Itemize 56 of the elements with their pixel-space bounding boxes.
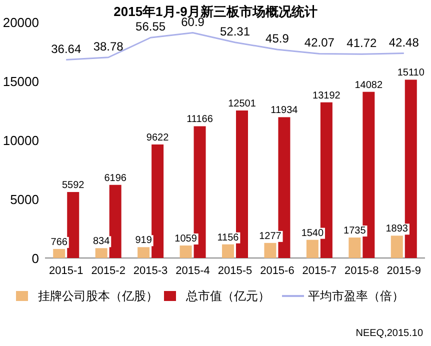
data-label: 42.48 — [388, 35, 420, 50]
data-label: 52.31 — [220, 24, 250, 38]
y-tick-label: 5000 — [10, 192, 39, 207]
label: 12501 — [227, 98, 258, 110]
data-label: 41.72 — [346, 36, 378, 50]
x-tick-label: 2015-7 — [302, 265, 337, 277]
bar — [67, 192, 80, 258]
bar — [152, 144, 164, 258]
label: 1277 — [258, 230, 283, 242]
label: 11934 — [270, 105, 300, 116]
x-tick-label: 2015-2 — [91, 265, 126, 277]
label: 11166 — [186, 114, 214, 126]
bar — [95, 248, 108, 258]
x-tick-label: 2015-6 — [260, 265, 294, 277]
x-tick-label: 2015-3 — [133, 265, 168, 277]
label: 1893 — [384, 224, 410, 235]
y-tick-label: 15000 — [2, 74, 39, 89]
x-tick-label: 2015-9 — [386, 265, 422, 277]
label: 14082 — [354, 80, 384, 91]
bar — [180, 246, 192, 258]
x-tick-label: 2015-4 — [176, 265, 210, 277]
x-tick-label: 2015-1 — [48, 265, 84, 277]
label: 15110 — [396, 68, 426, 79]
data-label: 38.78 — [93, 39, 124, 54]
text: NEEQ,2015.10 — [356, 328, 424, 339]
label: 766 — [50, 236, 69, 248]
bar — [264, 242, 276, 258]
x-tick-label: 2015-5 — [218, 265, 252, 277]
label: 919 — [134, 235, 154, 246]
bar — [138, 247, 150, 258]
x-tick-label: 2015-8 — [344, 265, 379, 277]
data-label: 45.9 — [266, 31, 290, 46]
bar — [348, 238, 361, 258]
y-tick-label: 10000 — [2, 133, 39, 148]
label: 5592 — [60, 180, 86, 192]
label: 1059 — [174, 234, 198, 244]
label: 834 — [92, 236, 112, 248]
bar — [53, 248, 66, 258]
y-tick-label: 0 — [32, 251, 39, 266]
legend-label: 挂牌公司股本（亿股） — [38, 289, 158, 303]
label: 9622 — [145, 132, 170, 144]
label: 1156 — [216, 232, 240, 244]
data-label: 56.55 — [136, 20, 166, 34]
y-tick-label: 20000 — [2, 15, 39, 30]
bar — [222, 244, 234, 258]
label: 6196 — [103, 172, 128, 184]
bar — [109, 184, 122, 258]
bar — [390, 236, 403, 258]
data-label: 42.07 — [304, 36, 335, 50]
label: 1735 — [342, 226, 368, 237]
bar — [306, 240, 318, 258]
legend-label: 平均市盈率（倍） — [308, 289, 404, 303]
data-label: 36.64 — [51, 42, 82, 56]
legend-label: 总市值（亿元） — [185, 289, 270, 303]
label: 13192 — [312, 90, 342, 102]
label: 1540 — [300, 228, 325, 239]
